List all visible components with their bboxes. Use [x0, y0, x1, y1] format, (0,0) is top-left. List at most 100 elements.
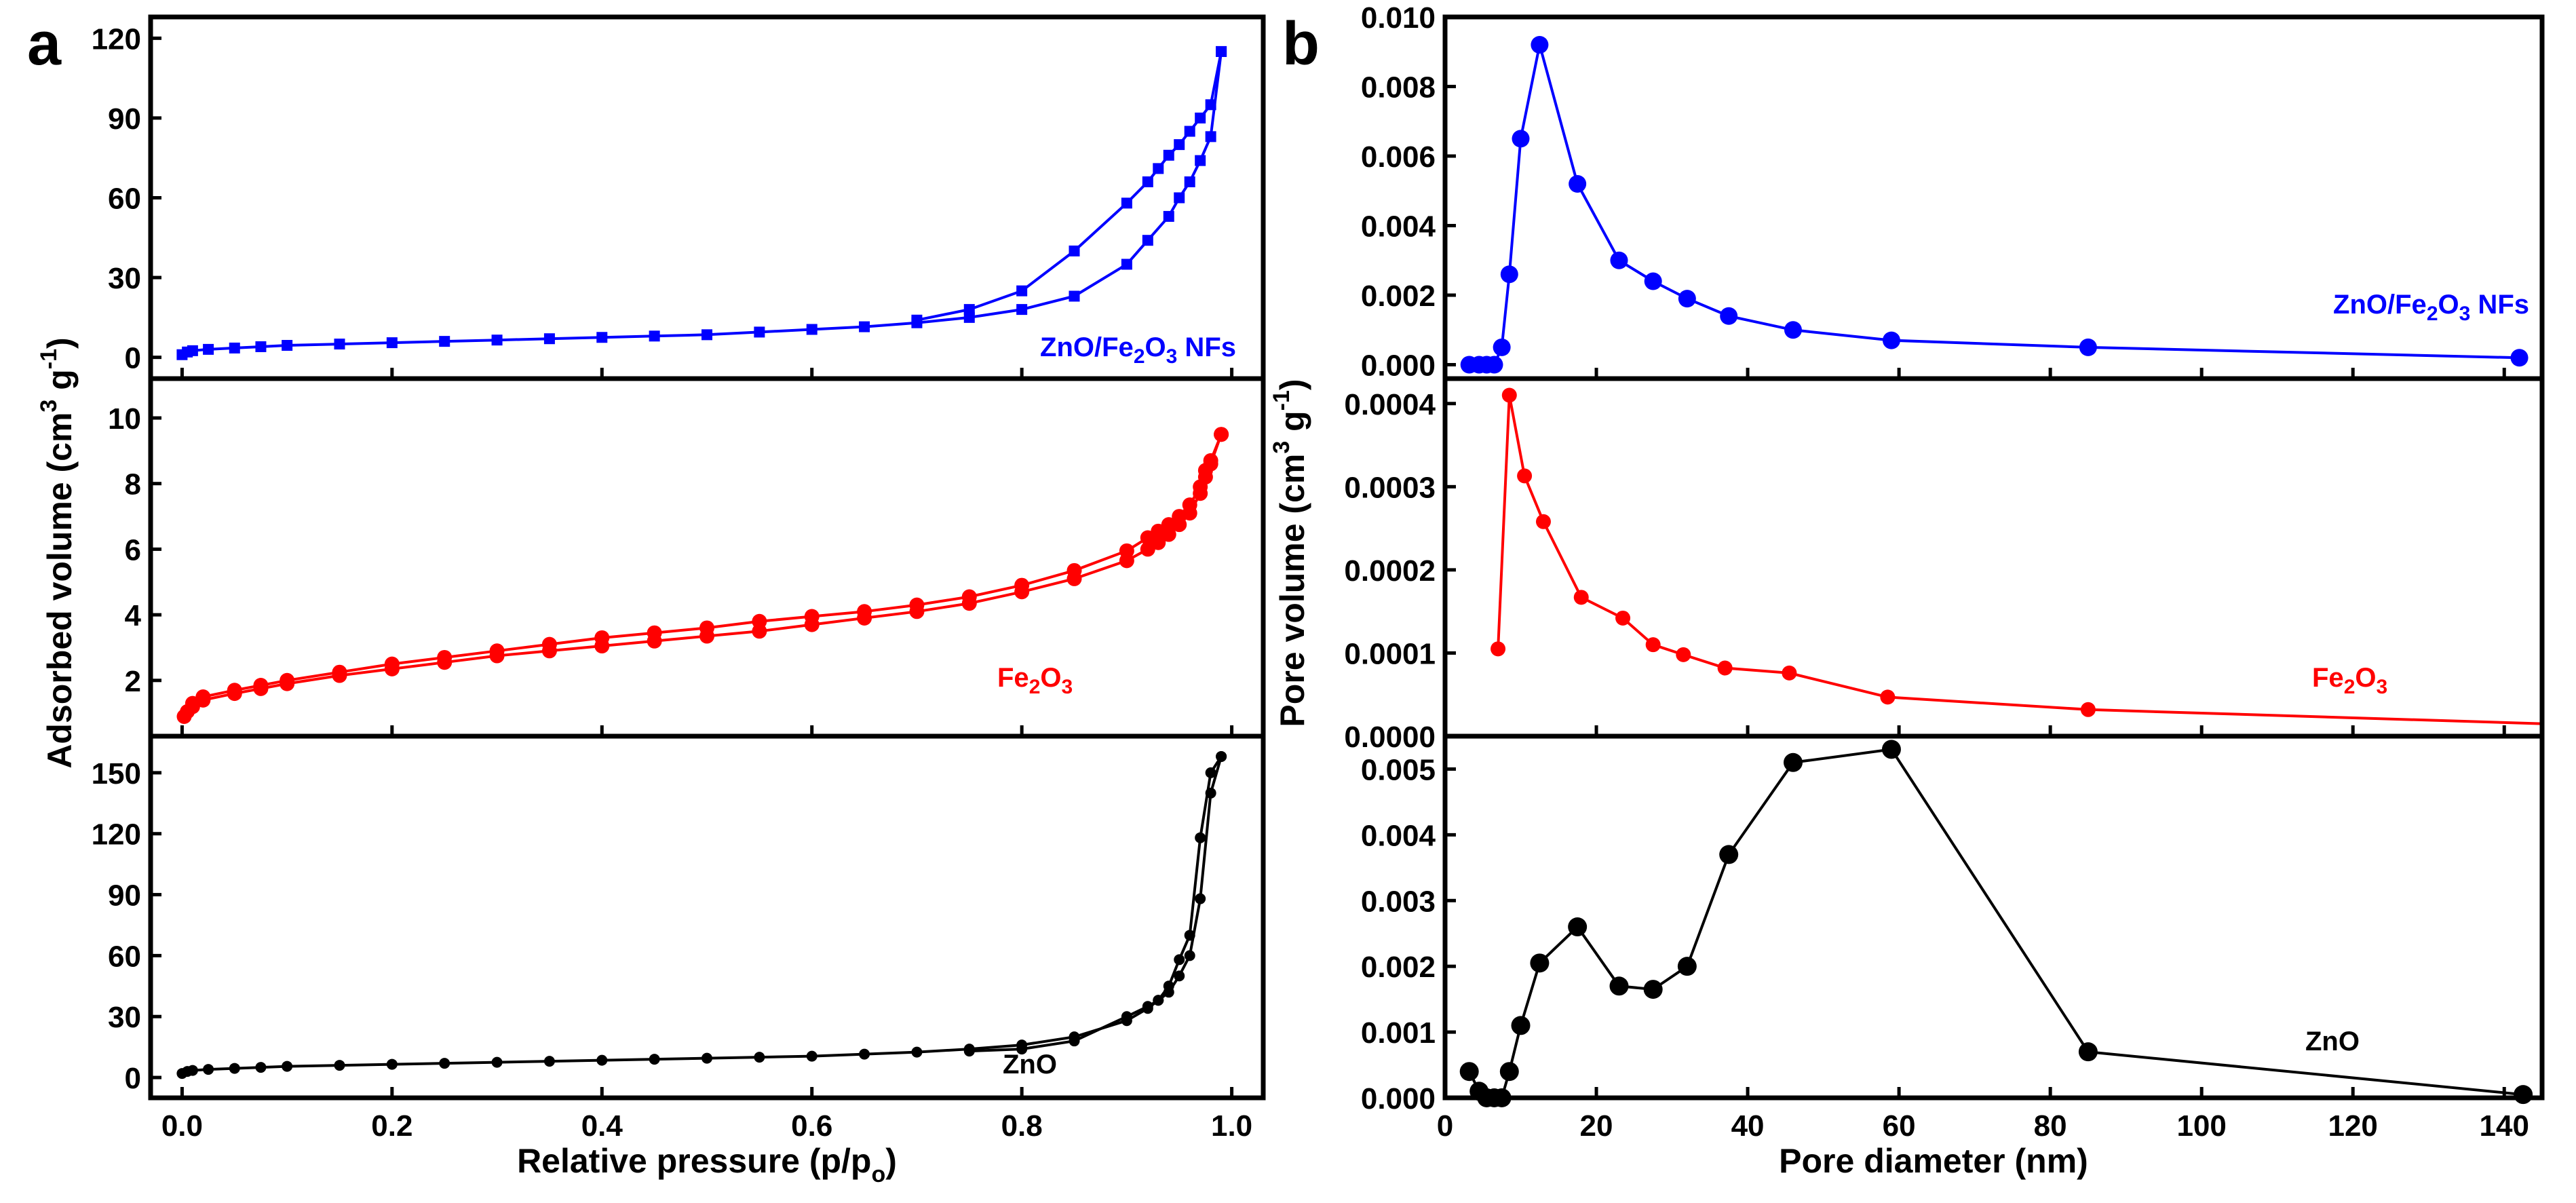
- data-point: [187, 1065, 198, 1076]
- data-point: [647, 625, 662, 641]
- data-point: [1530, 953, 1550, 973]
- data-point: [332, 664, 347, 680]
- data-point: [229, 1063, 240, 1074]
- y-tick-label: 0.006: [1361, 140, 1436, 174]
- x-tick-label: 60: [1883, 1109, 1916, 1143]
- data-point: [1645, 637, 1661, 653]
- data-point: [1500, 265, 1518, 284]
- data-point: [1069, 290, 1080, 302]
- data-point: [255, 1062, 267, 1073]
- data-point: [1678, 290, 1696, 308]
- y-tick-label: 0.0000: [1344, 721, 1436, 754]
- x-tick-label: 0.2: [371, 1109, 412, 1143]
- data-point: [1153, 163, 1164, 174]
- data-point: [282, 340, 293, 351]
- data-point: [1142, 235, 1153, 246]
- data-point: [1216, 45, 1227, 57]
- data-point: [1174, 970, 1185, 982]
- data-point: [1491, 641, 1506, 657]
- data-point: [754, 326, 765, 338]
- data-point: [1195, 112, 1206, 123]
- data-point: [909, 597, 925, 613]
- data-point: [596, 332, 608, 343]
- data-point: [1140, 530, 1155, 546]
- data-point: [203, 1064, 214, 1075]
- data-point: [1784, 321, 1802, 339]
- data-point: [1016, 285, 1028, 297]
- data-point: [1119, 543, 1134, 558]
- data-point: [911, 1046, 923, 1058]
- data-point: [1205, 131, 1216, 142]
- x-tick-label: 40: [1731, 1109, 1765, 1143]
- data-point: [1485, 356, 1503, 374]
- data-point: [1677, 957, 1697, 976]
- panel-b-ylabel: Pore volume (cm3 g-1): [1269, 379, 1311, 727]
- data-point: [1184, 176, 1195, 187]
- legend-label: ZnO: [1003, 1050, 1057, 1080]
- data-point: [1121, 197, 1132, 209]
- y-tick-label: 0.002: [1361, 280, 1436, 313]
- x-tick-label: 100: [2176, 1109, 2226, 1143]
- subplot-a-top: 0 30 60 90 120 ZnO/Fe2O3 NFs: [92, 14, 1266, 381]
- data-point: [489, 643, 505, 659]
- data-point: [255, 341, 267, 352]
- data-point: [1121, 259, 1132, 270]
- data-point: [857, 604, 872, 619]
- legend-label: Fe2O3: [2312, 663, 2387, 698]
- data-point: [1174, 139, 1185, 151]
- data-point: [961, 589, 977, 605]
- data-point: [649, 1054, 660, 1065]
- series-line-a-bot-desorption: [969, 756, 1223, 1053]
- data-point: [203, 343, 214, 355]
- data-point: [1615, 610, 1631, 626]
- data-point: [1610, 251, 1628, 269]
- data-point: [229, 342, 240, 354]
- x-tick-label: 0: [1437, 1109, 1453, 1143]
- data-point: [1142, 1001, 1153, 1012]
- subplot-b-bot: 0.000 0.001 0.002 0.003 0.004 0.005 0 20 40 60 80 1…: [1361, 733, 2545, 1143]
- y-tick-label: 60: [108, 183, 141, 216]
- y-tick-label: 0: [125, 342, 141, 375]
- y-tick-label: 0.001: [1361, 1016, 1436, 1050]
- legend-label: ZnO: [2305, 1027, 2360, 1056]
- data-point: [1174, 954, 1185, 966]
- data-point: [1499, 1062, 1519, 1082]
- data-point: [1517, 468, 1533, 484]
- y-tick-label: 0.005: [1361, 753, 1436, 786]
- y-tick-label: 0.000: [1361, 1082, 1436, 1115]
- data-point: [1195, 893, 1206, 904]
- x-tick-label: 0.8: [1001, 1109, 1043, 1143]
- x-tick-label: 0.6: [791, 1109, 832, 1143]
- data-point: [1493, 338, 1511, 356]
- data-point: [1214, 427, 1229, 442]
- y-tick-label: 8: [125, 468, 141, 501]
- data-point: [1016, 304, 1028, 316]
- data-point: [1153, 995, 1164, 1006]
- data-point: [1184, 126, 1195, 137]
- data-point: [1172, 509, 1187, 524]
- panel-a-xlabel: Relative pressure (p/po): [517, 1142, 897, 1187]
- data-point: [1501, 387, 1517, 403]
- y-tick-label: 90: [108, 879, 141, 913]
- y-tick-label: 90: [108, 102, 141, 136]
- panel-a-ylabel: Adsorbed volume (cm3 g-1): [36, 337, 79, 768]
- y-tick-label: 30: [108, 262, 141, 295]
- y-tick-label: 0.0004: [1344, 388, 1436, 421]
- data-point: [187, 345, 198, 356]
- x-tick-label: 0.4: [581, 1109, 623, 1143]
- data-point: [1142, 176, 1153, 187]
- y-tick-label: 0.003: [1361, 885, 1436, 918]
- data-point: [596, 1054, 608, 1066]
- x-tick-label: 1.0: [1211, 1109, 1252, 1143]
- y-tick-label: 150: [92, 757, 141, 790]
- data-point: [491, 335, 503, 346]
- data-point: [1717, 660, 1733, 676]
- data-point: [439, 1058, 450, 1069]
- data-point: [1216, 750, 1227, 762]
- data-point: [1195, 832, 1206, 843]
- data-point: [334, 339, 345, 350]
- data-point: [2510, 349, 2529, 367]
- data-point: [1195, 155, 1206, 166]
